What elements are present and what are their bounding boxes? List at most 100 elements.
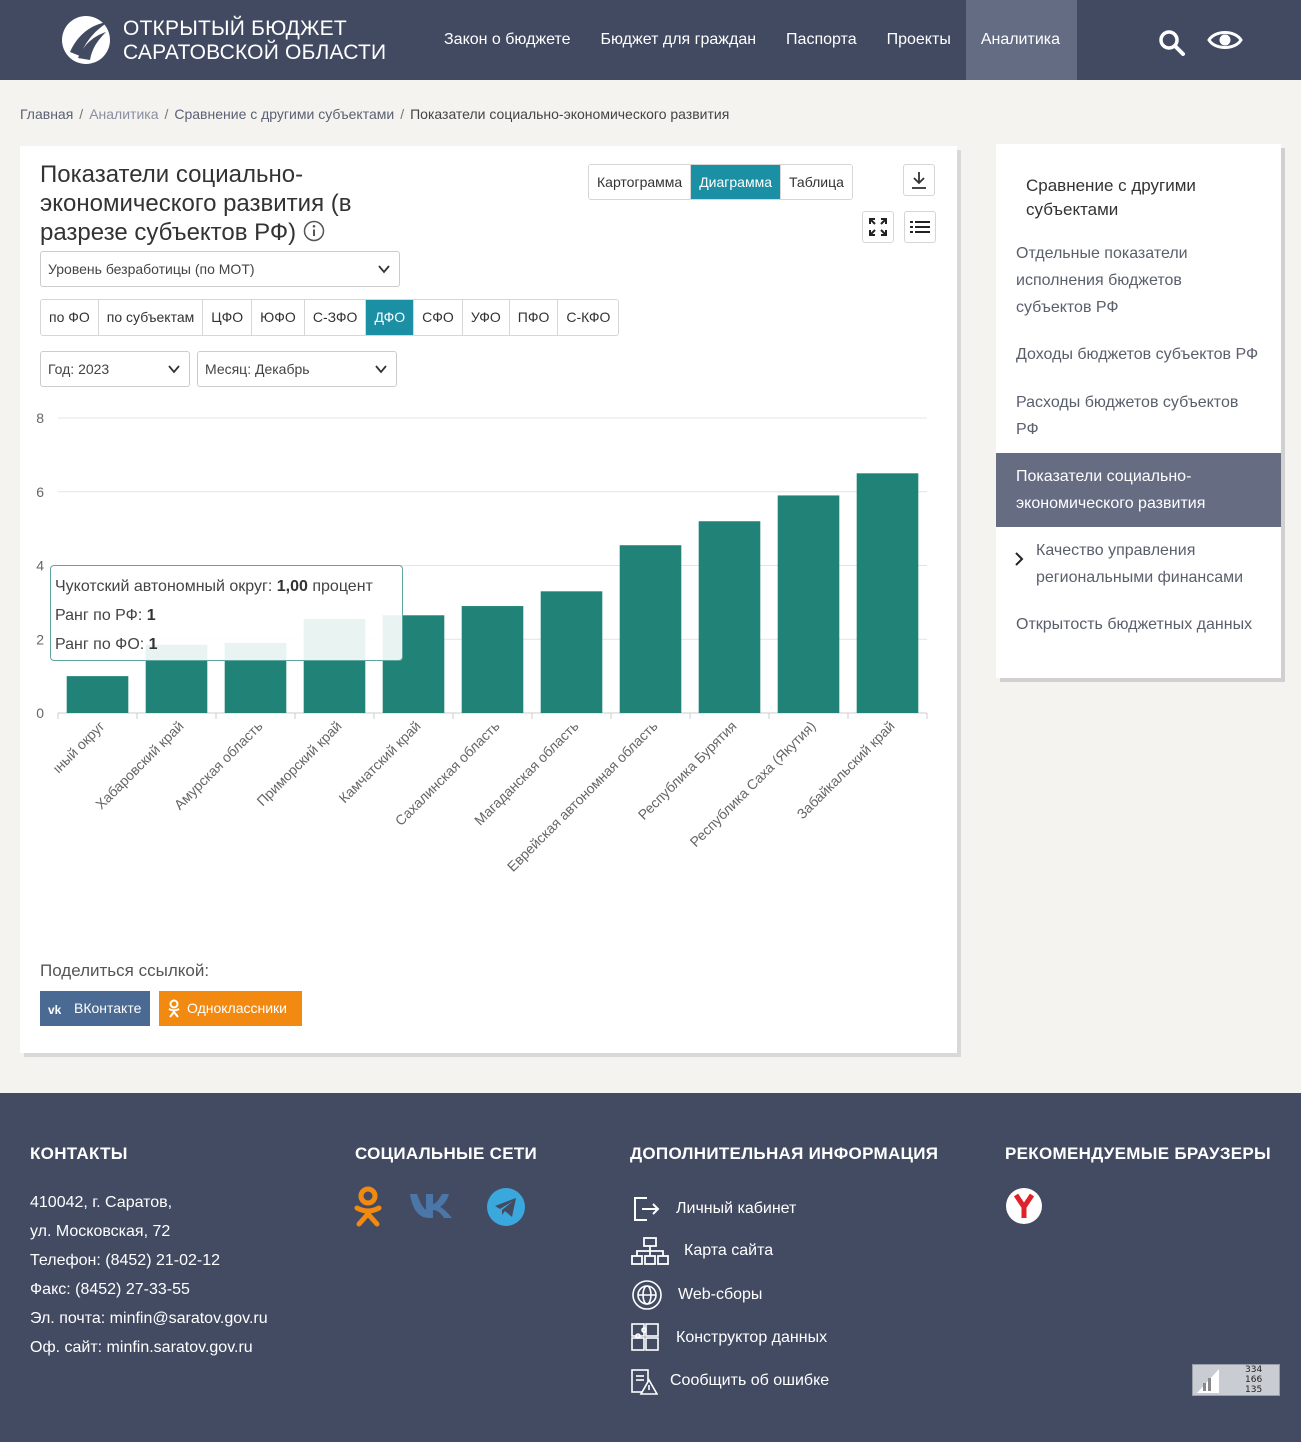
link-data-constructor-label: Конструктор данных (676, 1329, 828, 1346)
info-icon[interactable] (303, 220, 325, 242)
page-title: Показатели социально-экономического разв… (40, 160, 400, 247)
sidebar-item-openness[interactable]: Открытость бюджетных данных (1016, 616, 1253, 633)
visit-counter-badge[interactable]: 334 166 135 (1192, 1364, 1280, 1396)
telegram-icon[interactable] (486, 1187, 526, 1227)
y-tick-label: 2 (36, 631, 44, 647)
chevron-down-icon (375, 365, 387, 374)
chevron-down-icon (378, 265, 390, 274)
fo-tab-szfo[interactable]: С-ЗФО (304, 300, 367, 335)
share-vk-button[interactable]: vk ВКонтакте (40, 991, 150, 1026)
footer-social-heading: СОЦИАЛЬНЫЕ СЕТИ (355, 1144, 538, 1163)
contact-website[interactable]: Оф. сайт: minfin.saratov.gov.ru (30, 1339, 253, 1356)
contact-email[interactable]: Эл. почта: minfin@saratov.gov.ru (30, 1310, 268, 1327)
footer-contacts: 410042, г. Саратов, ул. Московская, 72 Т… (30, 1188, 268, 1362)
link-personal-account[interactable]: Личный кабинет (631, 1194, 796, 1224)
y-tick-label: 8 (36, 410, 44, 426)
tab-diagram[interactable]: Диаграмма (691, 165, 781, 199)
nav-projects[interactable]: Проекты (886, 31, 951, 48)
download-icon (912, 172, 926, 189)
logo-icon[interactable] (60, 14, 112, 66)
tooltip-unit: процент (312, 578, 373, 595)
logo-text[interactable]: ОТКРЫТЫЙ БЮДЖЕТ САРАТОВСКОЙ ОБЛАСТИ (123, 17, 386, 65)
chart-bar (698, 521, 761, 713)
fo-tab-dfo[interactable]: ДФО (366, 300, 415, 335)
tab-cartogram[interactable]: Картограмма (589, 165, 692, 199)
share-vk-label: ВКонтакте (74, 1000, 142, 1016)
logo-line2: САРАТОВСКОЙ ОБЛАСТИ (123, 41, 387, 64)
x-tick-label: Чукотский автономный округ (20, 718, 108, 861)
breadcrumb-analytics[interactable]: Аналитика (89, 106, 159, 122)
x-tick-label: Амурская область (171, 718, 266, 813)
counter-visits: 166 (1245, 1375, 1263, 1385)
globe-refresh-icon (632, 1280, 662, 1310)
tooltip-region: Чукотский автономный округ: (55, 578, 273, 595)
visually-impaired-eye-icon[interactable] (1207, 27, 1243, 53)
breadcrumb-home[interactable]: Главная (20, 106, 74, 122)
x-tick-label: Еврейская автономная область (504, 718, 661, 875)
tab-table[interactable]: Таблица (781, 165, 852, 199)
x-tick-label: Хабаровский край (92, 718, 186, 812)
list-menu-button[interactable] (904, 211, 936, 243)
fo-tab-by-fo[interactable]: по ФО (41, 300, 99, 335)
fo-tab-by-subject[interactable]: по субъектам (98, 300, 204, 335)
page-title-text: Показатели социально-экономического разв… (40, 161, 352, 246)
odnoklassniki-icon[interactable] (353, 1186, 383, 1228)
fo-tab-yufo[interactable]: ЮФО (252, 300, 305, 335)
sidebar-item-socioeconomic[interactable]: Показатели социально-экономического разв… (996, 453, 1281, 527)
indicator-select[interactable]: Уровень безработицы (по МОТ) (40, 251, 400, 287)
search-icon[interactable] (1158, 29, 1186, 57)
tooltip-rank-rf-label: Ранг по РФ: (55, 607, 143, 624)
download-button[interactable] (903, 164, 935, 196)
chevron-down-icon (168, 365, 180, 374)
sidebar-item-budget-execution[interactable]: Отдельные показатели исполнения бюджетов… (1016, 245, 1188, 316)
breadcrumb-current: Показатели социально-экономического разв… (410, 106, 730, 122)
link-web-collections[interactable]: Web-сборы (630, 1279, 762, 1311)
vk-icon: vk (48, 1003, 62, 1015)
vk-icon[interactable] (408, 1191, 454, 1221)
year-select[interactable]: Год: 2023 (40, 351, 190, 387)
site-header: ОТКРЫТЫЙ БЮДЖЕТ САРАТОВСКОЙ ОБЛАСТИ Зако… (0, 0, 1301, 80)
chart-bar (540, 591, 603, 713)
fo-tab-sfo[interactable]: СФО (414, 300, 463, 335)
fo-tab-pfo[interactable]: ПФО (509, 300, 559, 335)
sidebar-item-finance-quality[interactable]: Качество управления региональными финанс… (996, 537, 1281, 591)
link-web-collections-label: Web-сборы (678, 1286, 763, 1303)
link-sitemap[interactable]: Карта сайта (630, 1236, 773, 1266)
main-panel: Показатели социально-экономического разв… (20, 146, 957, 1053)
sidebar-item-expenditures[interactable]: Расходы бюджетов субъектов РФ (1016, 394, 1239, 438)
breadcrumb: Главная / Аналитика / Сравнение с другими су… (20, 106, 730, 122)
tooltip-rank-rf: 1 (146, 607, 156, 624)
link-data-constructor[interactable]: Конструктор данных (630, 1322, 827, 1354)
month-select[interactable]: Месяц: Декабрь (197, 351, 397, 387)
tooltip-rank-fo: 1 (148, 636, 158, 653)
fo-tab-ufo[interactable]: УФО (462, 300, 510, 335)
counter-chart-icon (1197, 1369, 1219, 1393)
fullscreen-button[interactable] (862, 211, 894, 243)
nav-budget-law[interactable]: Закон о бюджете (444, 31, 571, 48)
list-icon (910, 221, 930, 233)
sidebar-item-revenues[interactable]: Доходы бюджетов субъектов РФ (1016, 346, 1259, 363)
fo-tab-cfo[interactable]: ЦФО (203, 300, 253, 335)
share-label: Поделиться ссылкой: (40, 961, 210, 980)
puzzle-icon (631, 1323, 659, 1351)
login-icon (634, 1197, 660, 1221)
breadcrumb-compare[interactable]: Сравнение с другими субъектами (174, 106, 395, 122)
sitemap-icon (631, 1237, 669, 1265)
nav-analytics[interactable]: Аналитика (965, 0, 1077, 80)
nav-passports[interactable]: Паспорта (786, 31, 857, 48)
y-tick-label: 6 (36, 484, 44, 500)
counter-visitors: 135 (1245, 1385, 1263, 1395)
district-filter: по ФО по субъектам ЦФО ЮФО С-ЗФО ДФО СФО… (40, 299, 620, 336)
fo-tab-skfo[interactable]: С-КФО (558, 300, 619, 335)
nav-citizens-budget[interactable]: Бюджет для граждан (600, 31, 757, 48)
footer-info-heading: ДОПОЛНИТЕЛЬНАЯ ИНФОРМАЦИЯ (630, 1144, 939, 1163)
share-ok-label: Одноклассники (187, 1000, 288, 1016)
link-report-error[interactable]: Сообщить об ошибке (630, 1366, 829, 1396)
yandex-browser-icon[interactable] (1005, 1187, 1043, 1225)
odnoklassniki-icon (168, 999, 180, 1018)
share-ok-button[interactable]: Одноклассники (159, 991, 302, 1026)
x-tick-label: Приморский край (253, 718, 344, 809)
year-select-value: Год: 2023 (48, 361, 110, 377)
fullscreen-icon (869, 218, 887, 236)
link-report-error-label: Сообщить об ошибке (670, 1372, 830, 1389)
